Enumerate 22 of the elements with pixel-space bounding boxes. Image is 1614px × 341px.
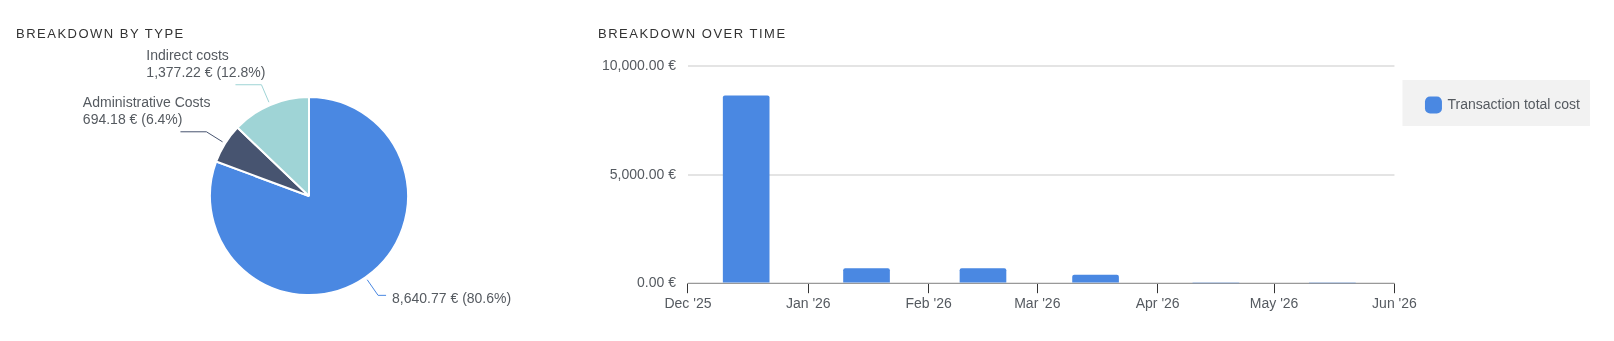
x-tick-label: Feb '26	[905, 295, 952, 312]
x-tick-label: Dec '25	[664, 295, 712, 312]
bar	[1072, 274, 1119, 283]
bar	[843, 268, 890, 283]
data-label: 694.18 € (6.4%)	[82, 111, 183, 128]
x-tick-label: Apr '26	[1135, 295, 1180, 312]
data-label: 1,377.22 € (12.8%)	[146, 64, 266, 81]
legend-label: Transaction total cost	[1447, 95, 1581, 112]
slice-label: Indirect costs	[146, 47, 229, 64]
x-tick-label: Jan '26	[785, 295, 831, 312]
bar	[959, 268, 1007, 283]
y-tick-label: 10,000.00 €	[601, 57, 677, 74]
chart-title: BREAKDOWN BY TYPE	[16, 26, 186, 43]
chart-title: BREAKDOWN OVER TIME	[598, 26, 788, 43]
slice-label: Administrative Costs	[82, 94, 211, 111]
bar	[722, 95, 770, 283]
y-tick-label: 0.00 €	[637, 274, 677, 291]
x-tick-label: Mar '26	[1014, 295, 1061, 312]
x-tick-label: Jun '26	[1372, 295, 1418, 312]
y-tick-label: 5,000.00 €	[609, 165, 677, 182]
x-tick-label: May '26	[1249, 295, 1299, 312]
data-label: 8,640.77 € (80.6%)	[392, 290, 512, 307]
